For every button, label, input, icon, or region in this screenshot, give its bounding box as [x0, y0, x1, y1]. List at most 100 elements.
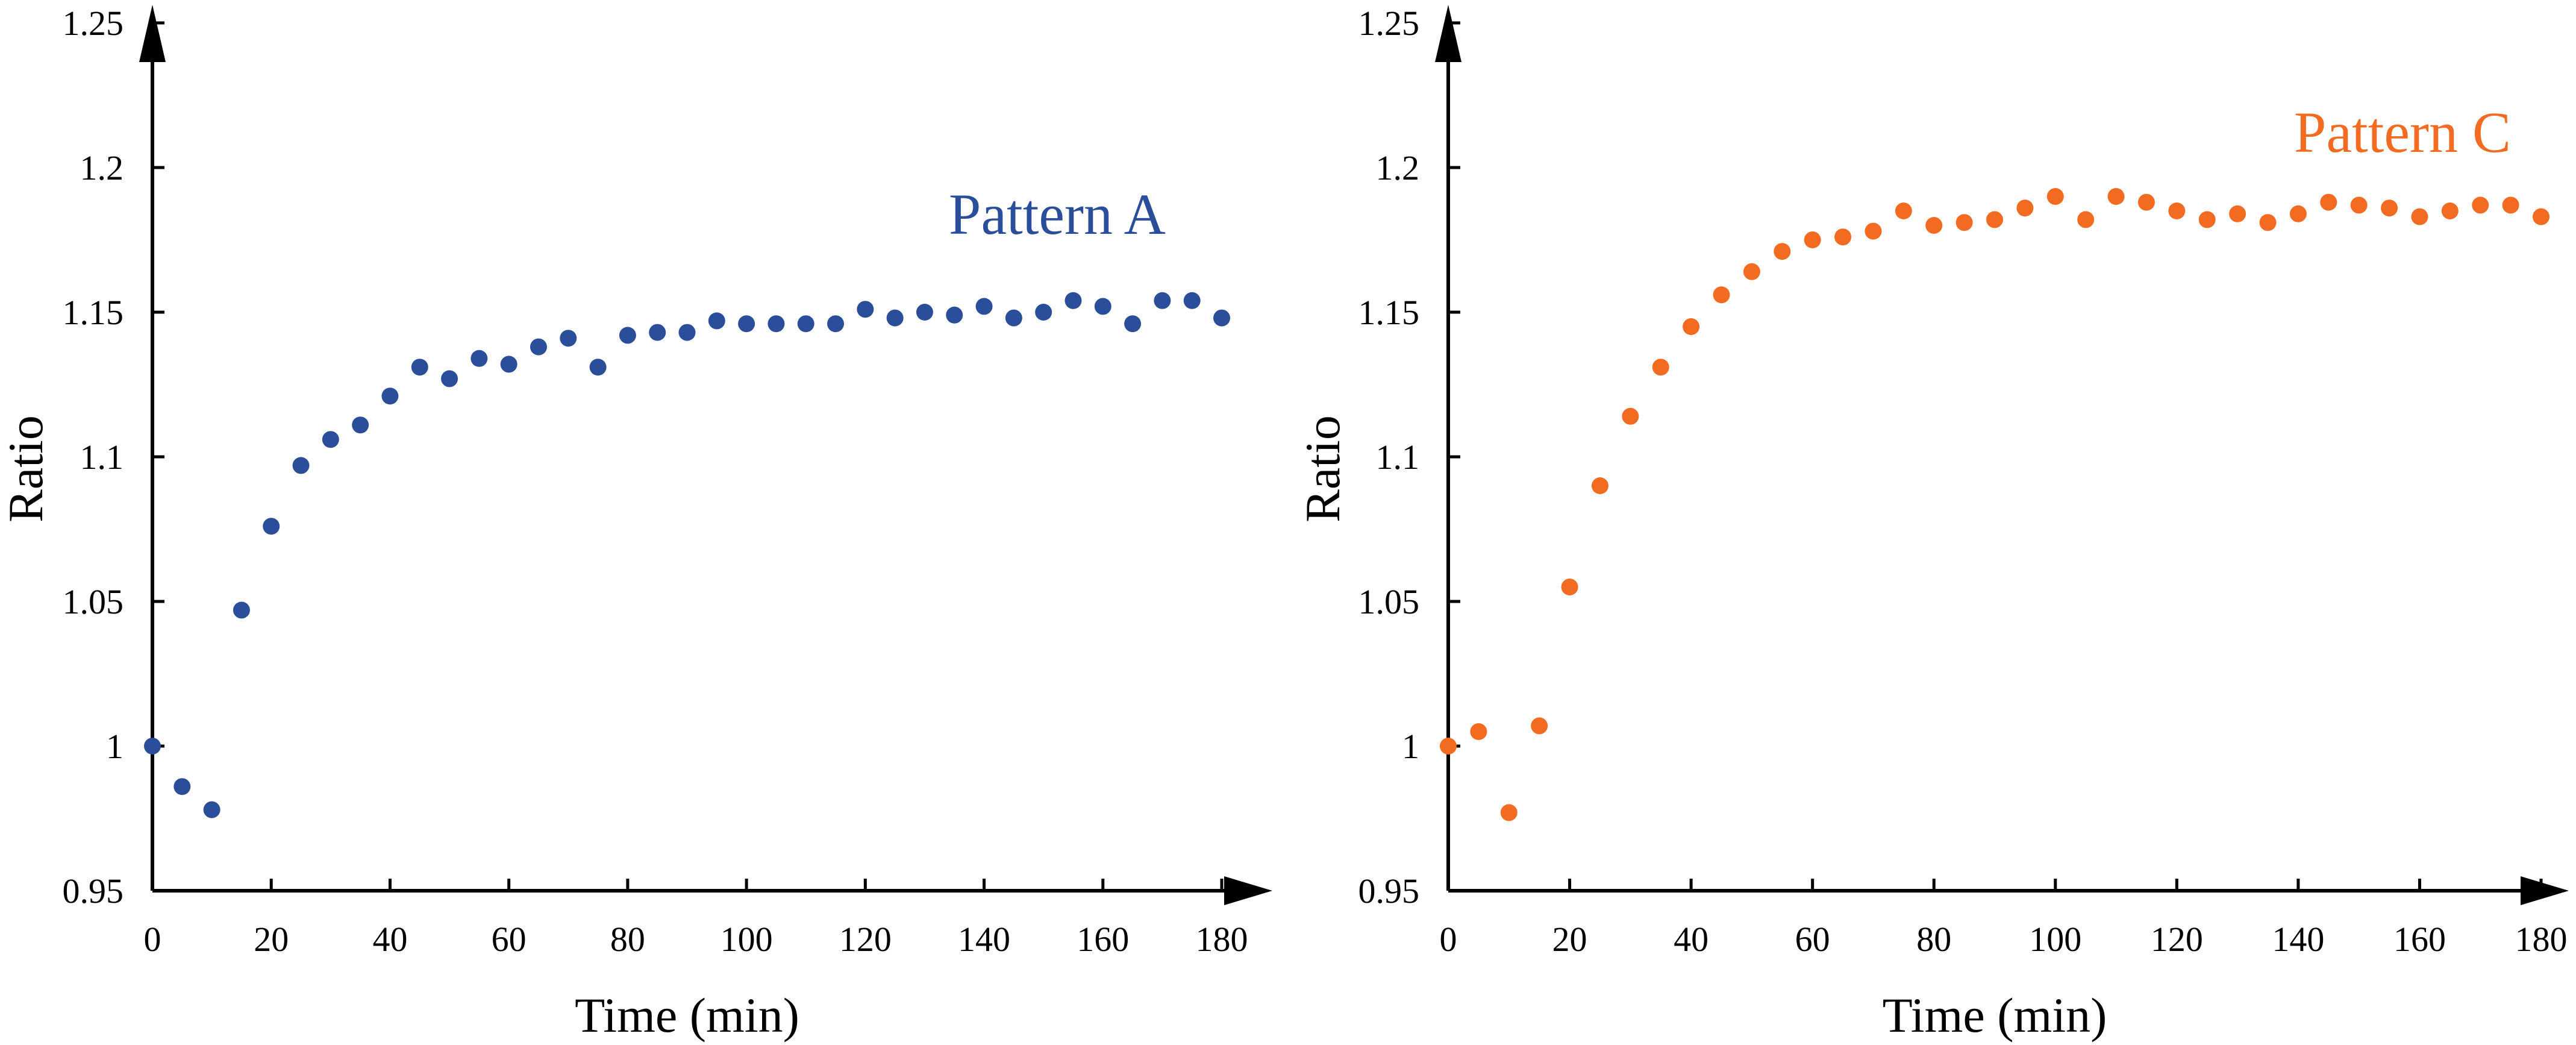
data-point — [2533, 208, 2549, 225]
y-tick-label: 1.15 — [63, 293, 124, 332]
data-point — [174, 778, 191, 796]
x-tick-label: 0 — [144, 920, 161, 959]
data-point — [1925, 217, 1943, 234]
series-label: Pattern C — [2294, 100, 2511, 165]
x-tick-label: 40 — [372, 920, 407, 959]
chart-panel-pattern-c: 0.95 1 1.05 1.1 1.15 1.2 1.25 0 20 40 60 80 100 120 14… — [1295, 4, 2569, 1043]
y-axis-arrow-icon — [139, 5, 166, 62]
data-point — [1064, 292, 1082, 309]
x-tick-label: 120 — [839, 920, 892, 959]
data-point — [2441, 202, 2459, 219]
data-point — [233, 601, 250, 619]
data-point — [352, 416, 369, 434]
series-pattern-c — [1440, 188, 2549, 821]
data-point — [500, 356, 517, 373]
data-point — [1561, 579, 1578, 595]
data-point — [1895, 202, 1912, 219]
x-tick-label: 180 — [1196, 920, 1248, 959]
x-tick-label: 40 — [1674, 920, 1708, 959]
x-axis-arrow-icon — [1224, 876, 1272, 905]
data-point — [2381, 199, 2398, 217]
data-point — [619, 327, 636, 344]
data-point — [292, 457, 310, 474]
x-axis-title: Time (min) — [575, 988, 799, 1043]
y-tick-label: 1.1 — [1376, 438, 1420, 477]
data-point — [916, 304, 933, 321]
data-point — [678, 324, 696, 341]
data-point — [1955, 214, 1973, 231]
x-tick-label: 140 — [2272, 920, 2324, 959]
x-axis-arrow-icon — [2521, 876, 2569, 905]
data-point — [1183, 292, 1201, 309]
x-tick-label: 160 — [2393, 920, 2446, 959]
x-tick-label: 120 — [2151, 920, 2203, 959]
y-tick-label: 1.2 — [80, 148, 124, 187]
data-point — [1834, 228, 1852, 246]
data-point — [1531, 717, 1548, 735]
data-point — [649, 324, 666, 341]
data-point — [2350, 196, 2368, 214]
data-point — [886, 309, 904, 327]
data-point — [1774, 243, 1791, 260]
x-tick-label: 100 — [2029, 920, 2081, 959]
data-point — [2229, 205, 2246, 222]
data-point — [263, 518, 280, 535]
x-tick-label: 160 — [1077, 920, 1129, 959]
x-tick-label: 0 — [1440, 920, 1457, 959]
data-point — [2137, 193, 2155, 211]
data-point — [797, 315, 814, 333]
series-pattern-a — [144, 292, 1230, 818]
y-tick-label: 1.15 — [1358, 293, 1420, 332]
data-point — [738, 315, 755, 333]
x-tick-label: 20 — [254, 920, 289, 959]
data-point — [2411, 208, 2428, 225]
data-point — [2472, 196, 2489, 214]
data-point — [1804, 231, 1821, 248]
x-tick-label: 60 — [492, 920, 527, 959]
y-tick-label: 1.1 — [80, 438, 124, 477]
y-tick-label: 0.95 — [1358, 871, 1420, 911]
y-tick-label: 0.95 — [63, 871, 124, 911]
data-point — [1652, 359, 1669, 376]
y-tick-label: 1.25 — [63, 4, 124, 43]
data-point — [2198, 211, 2216, 228]
data-point — [2107, 188, 2125, 205]
data-point — [144, 738, 161, 755]
x-tick-label: 80 — [610, 920, 645, 959]
data-point — [2168, 202, 2186, 219]
data-point — [470, 350, 488, 367]
data-point — [946, 306, 963, 324]
data-point — [2289, 205, 2307, 222]
data-point — [1035, 304, 1052, 321]
data-point — [857, 301, 874, 318]
x-tick-label: 80 — [1916, 920, 1951, 959]
x-axis-title: Time (min) — [1883, 988, 2107, 1043]
y-tick-label: 1.2 — [1376, 148, 1420, 187]
data-point — [560, 330, 577, 347]
data-point — [1470, 723, 1487, 740]
data-point — [1005, 309, 1022, 327]
data-point — [322, 431, 339, 448]
y-tick-label: 1 — [1402, 727, 1419, 766]
data-point — [441, 370, 458, 388]
data-point — [203, 801, 220, 818]
data-point — [767, 315, 785, 333]
data-point — [1213, 309, 1230, 327]
data-point — [1683, 318, 1700, 335]
series-label: Pattern A — [949, 182, 1166, 246]
data-point — [1094, 298, 1111, 315]
data-point — [2502, 196, 2519, 214]
data-point — [2259, 214, 2277, 231]
data-point — [530, 338, 547, 356]
chart-panel-pattern-a: 0.95 1 1.05 1.1 1.15 1.2 1.25 0 20 40 60 80 100 120 14… — [0, 4, 1272, 1043]
data-point — [1622, 407, 1639, 425]
y-axis-title: Ratio — [0, 415, 53, 522]
data-point — [1124, 315, 1142, 333]
x-tick-label: 60 — [1795, 920, 1830, 959]
y-tick-label: 1.05 — [63, 582, 124, 621]
x-tick-label: 100 — [721, 920, 773, 959]
data-point — [1591, 477, 1608, 494]
y-tick-label: 1.25 — [1358, 4, 1420, 43]
data-point — [1154, 292, 1171, 309]
data-point — [2077, 211, 2095, 228]
